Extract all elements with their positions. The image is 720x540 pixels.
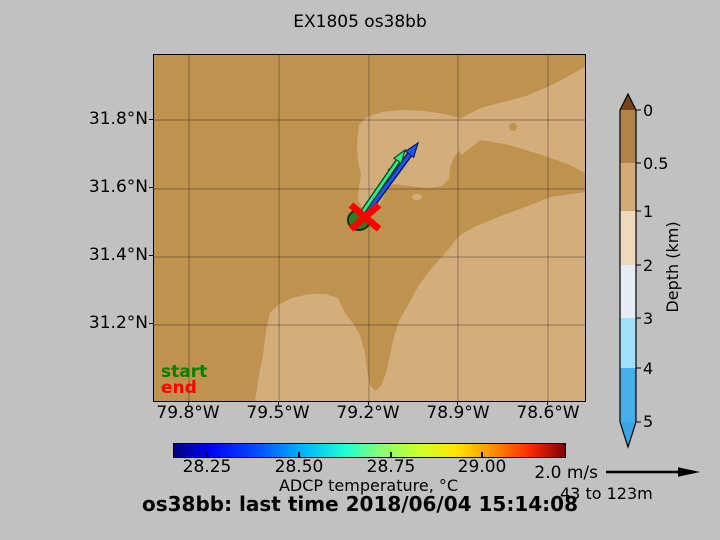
x-tickmark <box>457 401 458 405</box>
y-tick-31.4N: 31.4°N <box>88 245 148 265</box>
depth-tick-1: 1 <box>643 202 654 221</box>
x-tick-79.5W: 79.5°W <box>246 403 310 423</box>
bathymetry-map <box>154 55 585 401</box>
x-tickmark <box>368 401 369 405</box>
temp-tickmark <box>481 452 483 457</box>
depth-colorbar-title: Depth (km) <box>663 221 682 313</box>
depth-colorbar <box>619 92 641 449</box>
depth-tick-0: 0 <box>643 101 654 120</box>
current-vector-green <box>357 148 407 218</box>
x-tick-79.2W: 79.2°W <box>336 403 400 423</box>
temp-tick-28.25: 28.25 <box>182 457 232 477</box>
current-vector-blue <box>360 141 420 220</box>
seafloor-deep-band-upper-right <box>454 67 585 173</box>
x-tick-78.9W: 78.9°W <box>426 403 490 423</box>
depth-segment-1-2km <box>620 211 636 265</box>
y-tickmark <box>149 119 153 120</box>
plot-title: EX1805 os38bb <box>293 12 427 32</box>
depth-colorbar-over-arrow <box>620 94 636 110</box>
x-tickmark <box>547 401 548 405</box>
seafloor-deep-region-bottom <box>255 192 585 401</box>
x-tickmark <box>188 401 189 405</box>
temp-tickmark <box>298 452 300 457</box>
depth-tick-2: 2 <box>643 256 654 275</box>
depth-tick-4: 4 <box>643 359 654 378</box>
temp-tick-28.50: 28.50 <box>274 457 324 477</box>
start-label: start <box>161 362 208 382</box>
x-tick-79.8W: 79.8°W <box>156 403 220 423</box>
y-tickmark <box>149 323 153 324</box>
map-axes: start end <box>153 54 586 402</box>
temp-tick-28.75: 28.75 <box>366 457 416 477</box>
depth-segment-2-3km <box>620 265 636 318</box>
status-line: os38bb: last time 2018/06/04 15:14:08 <box>141 492 579 516</box>
depth-colorbar-ticks <box>636 109 641 423</box>
x-tick-78.6W: 78.6°W <box>516 403 580 423</box>
depth-segment-0.5-1km <box>620 163 636 211</box>
depth-tick-5: 5 <box>643 412 654 431</box>
vector-scale-speed-label: 2.0 m/s <box>534 463 598 483</box>
temp-tickmark <box>390 452 392 457</box>
y-tick-31.6N: 31.6°N <box>88 177 148 197</box>
depth-tick-0.5: 0.5 <box>643 154 669 173</box>
seafloor-shallow-dot <box>509 123 517 131</box>
temp-tick-29.00: 29.00 <box>457 457 507 477</box>
temperature-colorbar <box>173 443 566 458</box>
map-gridlines <box>154 55 585 401</box>
depth-segment-0-0.5km <box>620 110 636 163</box>
y-tick-31.2N: 31.2°N <box>88 313 148 333</box>
depth-segment-4-5km <box>620 368 636 422</box>
depth-segment-3-4km <box>620 318 636 368</box>
depth-bin-range-label: 43 to 123m <box>560 484 653 503</box>
vector-scale-arrow <box>606 467 700 477</box>
end-label: end <box>161 378 197 398</box>
temperature-colorbar-title: ADCP temperature, °C <box>278 476 459 495</box>
y-tickmark <box>149 255 153 256</box>
seafloor-deep-speck <box>412 194 422 200</box>
y-tick-31.8N: 31.8°N <box>88 109 148 129</box>
depth-colorbar-under-arrow <box>620 422 636 447</box>
temp-tickmark <box>206 452 208 457</box>
depth-tick-3: 3 <box>643 309 654 328</box>
y-tickmark <box>149 187 153 188</box>
end-position-marker <box>348 202 382 232</box>
x-tickmark <box>278 401 279 405</box>
